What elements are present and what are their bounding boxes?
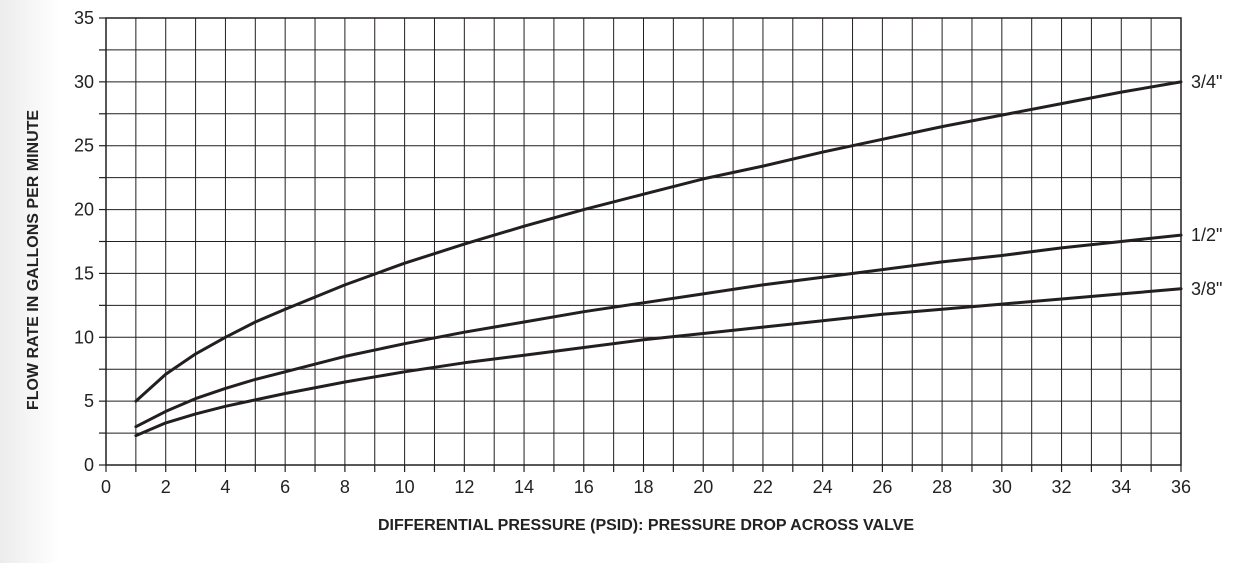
x-tick-label: 32 <box>1052 477 1072 497</box>
y-axis-title: FLOW RATE IN GALLONS PER MINUTE <box>25 110 42 410</box>
x-axis-title: DIFFERENTIAL PRESSURE (PSID): PRESSURE D… <box>378 517 914 534</box>
x-tick-label: 24 <box>813 477 833 497</box>
tick-labels: 0 2 4 6 8 10 12 14 16 18 20 22 24 26 28 30 32 34 360510152… <box>74 8 1191 497</box>
y-tick-label: 20 <box>74 200 94 220</box>
x-tick-label: 22 <box>753 477 773 497</box>
x-tick-label: 2 <box>161 477 171 497</box>
x-tick-label: 6 <box>280 477 290 497</box>
y-tick-label: 15 <box>74 263 94 283</box>
x-tick-label: 20 <box>693 477 713 497</box>
series-label-1: 1/2" <box>1191 225 1222 245</box>
y-tick-label: 10 <box>74 327 94 347</box>
y-tick-label: 5 <box>84 391 94 411</box>
left-edge-shading <box>0 0 60 563</box>
x-tick-label: 8 <box>340 477 350 497</box>
x-tick-label: 30 <box>992 477 1012 497</box>
y-tick-label: 30 <box>74 72 94 92</box>
x-tick-label: 10 <box>395 477 415 497</box>
x-tick-label: 18 <box>633 477 653 497</box>
series-line-1 <box>134 233 1183 429</box>
series-label-2: 3/8" <box>1191 279 1222 299</box>
series-label-0: 3/4" <box>1191 72 1222 92</box>
x-tick-label: 34 <box>1111 477 1131 497</box>
y-tick-label: 0 <box>84 455 94 475</box>
axes <box>99 17 1182 472</box>
series-line-2 <box>134 287 1183 438</box>
x-tick-label: 16 <box>574 477 594 497</box>
y-tick-label: 25 <box>74 136 94 156</box>
x-tick-label: 28 <box>932 477 952 497</box>
grid <box>106 18 1181 465</box>
x-tick-label: 36 <box>1171 477 1191 497</box>
series-labels: 3/4" 1/2" 3/8" <box>1191 72 1222 299</box>
x-tick-label: 14 <box>514 477 534 497</box>
y-tick-label: 35 <box>74 8 94 28</box>
x-tick-label: 26 <box>872 477 892 497</box>
x-tick-label: 4 <box>220 477 230 497</box>
x-tick-label: 12 <box>454 477 474 497</box>
series-lines <box>134 80 1183 438</box>
series-line-0 <box>134 80 1183 403</box>
x-tick-label: 0 <box>101 477 111 497</box>
